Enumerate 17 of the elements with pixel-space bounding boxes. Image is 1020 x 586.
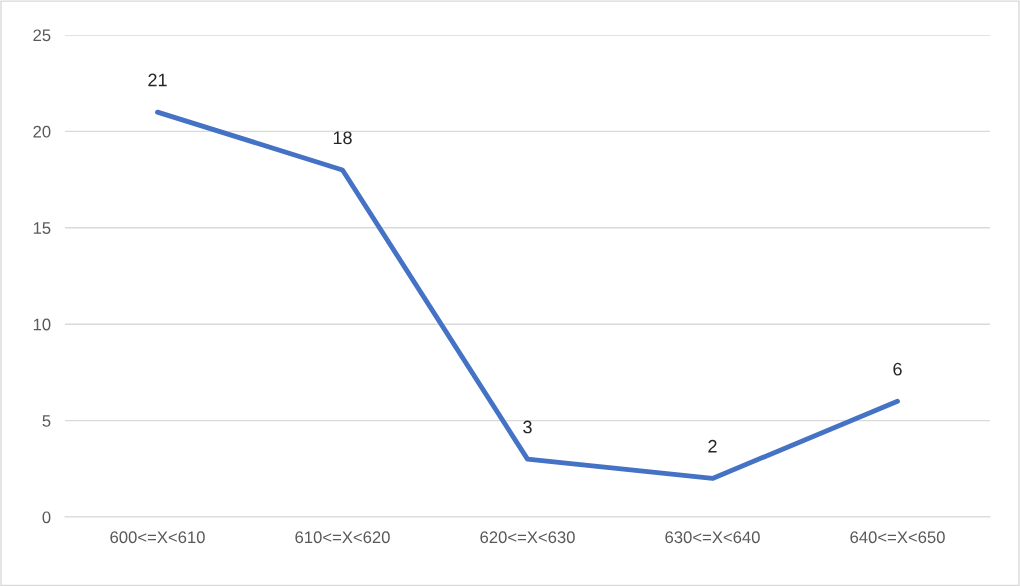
y-tick-label: 25 — [33, 29, 51, 42]
x-tick-label: 620<=X<630 — [480, 531, 575, 544]
x-tick-label: 610<=X<620 — [295, 531, 390, 544]
y-tick-label: 20 — [33, 125, 51, 138]
x-tick-label: 640<=X<650 — [850, 531, 945, 544]
x-tick-label: 600<=X<610 — [110, 531, 205, 544]
data-label: 3 — [523, 420, 532, 434]
line-series — [155, 109, 900, 481]
y-tick-label: 10 — [33, 318, 51, 331]
data-label: 6 — [893, 362, 902, 376]
data-label: 18 — [333, 131, 352, 145]
y-tick-label: 5 — [42, 415, 51, 427]
y-tick-label: 15 — [33, 222, 51, 234]
data-label: 21 — [148, 73, 167, 87]
x-tick-label: 630<=X<640 — [665, 531, 760, 544]
y-tick-label: 0 — [42, 511, 51, 524]
data-label: 2 — [708, 439, 717, 453]
